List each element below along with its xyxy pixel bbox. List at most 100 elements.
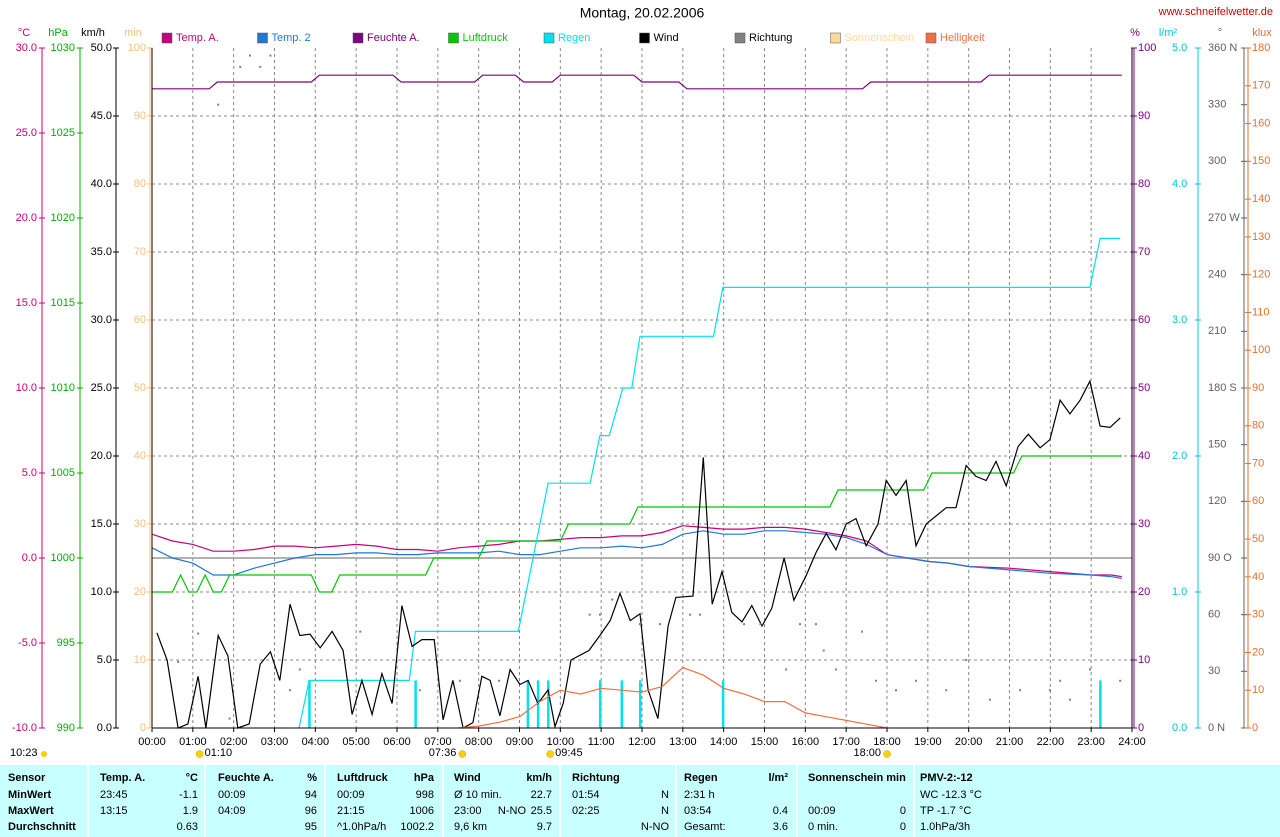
x-tick-label: 03:00 xyxy=(261,736,289,748)
y-tick-label: 20 xyxy=(134,586,146,598)
direction-dot xyxy=(177,660,180,663)
y-tick-label: 0.0 xyxy=(1172,722,1187,734)
table-cell: 0.63 xyxy=(177,821,198,833)
direction-dot xyxy=(1119,679,1122,682)
y-tick-label: 140 xyxy=(1252,193,1270,205)
table-cell: Gesamt: xyxy=(684,821,726,833)
y-tick-label: 1010 xyxy=(51,382,75,394)
y-tick-label: 300 xyxy=(1208,155,1226,167)
direction-dot xyxy=(759,623,762,626)
series-line xyxy=(156,379,1121,729)
axis-unit: ° xyxy=(1218,27,1222,39)
direction-dot xyxy=(1048,689,1051,692)
event-time: 01:10 xyxy=(205,747,233,759)
y-tick-label: 90 xyxy=(1138,110,1150,122)
y-tick-label: 360 N xyxy=(1208,42,1237,54)
table-cell: 21:15 xyxy=(337,805,365,817)
y-tick-label: 10.0 xyxy=(16,382,37,394)
x-tick-label: 14:00 xyxy=(710,736,738,748)
y-tick-label: 5.0 xyxy=(22,467,37,479)
source: www.schneifelwetter.de xyxy=(1158,6,1273,18)
direction-dot xyxy=(611,598,614,601)
table-cell: 2:31 h xyxy=(684,789,715,801)
direction-dot xyxy=(359,630,362,633)
table-cell: 9,6 km xyxy=(454,821,487,833)
y-tick-label: 0 xyxy=(1252,722,1258,734)
y-tick-label: 5.0 xyxy=(97,654,112,666)
y-tick-label: 90 xyxy=(134,110,146,122)
legend-swatch xyxy=(639,32,650,44)
x-tick-label: 12:00 xyxy=(628,736,656,748)
table-header: PMV-2:-12 xyxy=(920,772,973,784)
legend-label: Luftdruck xyxy=(463,32,509,44)
y-tick-label: 10 xyxy=(134,654,146,666)
table-cell: 1002.2 xyxy=(400,821,434,833)
legend-label: Wind xyxy=(654,32,679,44)
x-tick-label: 05:00 xyxy=(342,736,370,748)
x-tick-label: 17:00 xyxy=(832,736,860,748)
direction-dot xyxy=(1059,679,1062,682)
event-icon xyxy=(546,750,554,758)
y-tick-label: 1000 xyxy=(51,552,75,564)
table-cell: 1.0hPa/3h xyxy=(920,821,970,833)
grid xyxy=(39,47,1251,732)
legend-swatch xyxy=(830,32,841,44)
table-cell: 998 xyxy=(416,789,434,801)
direction-dot xyxy=(228,717,231,720)
y-tick-label: 1015 xyxy=(51,297,75,309)
y-tick-label: 50 xyxy=(1252,533,1264,545)
moon-icon xyxy=(41,751,47,757)
table-cell: 22.7 xyxy=(531,789,552,801)
legend-label: Regen xyxy=(558,32,590,44)
direction-dot xyxy=(965,659,968,661)
x-tick-label: 22:00 xyxy=(1037,736,1065,748)
y-tick-label: 4.0 xyxy=(1172,178,1187,190)
table-header: Temp. A. xyxy=(100,772,145,784)
y-tick-label: 990 xyxy=(57,722,75,734)
y-tick-label: 80 xyxy=(1138,178,1150,190)
y-tick-label: 60 xyxy=(134,314,146,326)
x-tick-label: 24:00 xyxy=(1118,736,1146,748)
y-tick-label: -10.0 xyxy=(12,722,37,734)
y-tick-label: 60 xyxy=(1252,495,1264,507)
x-tick-label: 19:00 xyxy=(914,736,942,748)
y-tick-label: 270 W xyxy=(1208,212,1240,224)
y-tick-label: 30 xyxy=(134,518,146,530)
table-header: Luftdruck xyxy=(337,772,389,784)
x-tick-label: 08:00 xyxy=(465,736,493,748)
direction-dot xyxy=(743,623,746,626)
rain-bar xyxy=(598,680,602,728)
y-tick-label: 30.0 xyxy=(16,42,37,54)
y-tick-label: 30.0 xyxy=(91,314,112,326)
table-cell: N-NO xyxy=(641,821,670,833)
table-cell: 1006 xyxy=(410,805,434,817)
y-tick-label: 1005 xyxy=(51,467,75,479)
y-tick-label: 30 xyxy=(1138,518,1150,530)
rain-bar xyxy=(547,680,550,728)
y-tick-label: 120 xyxy=(1252,269,1270,281)
table-cell: 02:25 xyxy=(572,805,600,817)
legend-label: Helligkeit xyxy=(940,32,985,44)
y-tick-label: 10 xyxy=(1252,684,1264,696)
y-tick-label: 1025 xyxy=(51,127,75,139)
table-cell: 01:54 xyxy=(572,789,600,801)
x-tick-label: 16:00 xyxy=(792,736,820,748)
x-tick-label: 02:00 xyxy=(220,736,248,748)
y-tick-label: 30 xyxy=(1208,665,1220,677)
table-cell: 1.9 xyxy=(183,805,198,817)
y-tick-label: 15.0 xyxy=(16,297,37,309)
y-tick-label: 50 xyxy=(1138,382,1150,394)
legend-swatch xyxy=(161,32,173,44)
axis-unit: hPa xyxy=(48,27,68,39)
table-cell: 0 xyxy=(900,805,906,817)
y-tick-label: 20 xyxy=(1138,586,1150,598)
y-tick-label: 90 xyxy=(1252,382,1264,394)
table-cell: 00:09 xyxy=(337,789,365,801)
direction-dot xyxy=(1019,689,1022,692)
y-tick-label: 90 O xyxy=(1208,552,1232,564)
y-tick-label: 240 xyxy=(1208,269,1226,281)
x-tick-label: 07:00 xyxy=(424,736,452,748)
y-tick-label: 40.0 xyxy=(91,178,112,190)
series-line xyxy=(152,455,1122,593)
y-tick-label: 1020 xyxy=(51,212,75,224)
